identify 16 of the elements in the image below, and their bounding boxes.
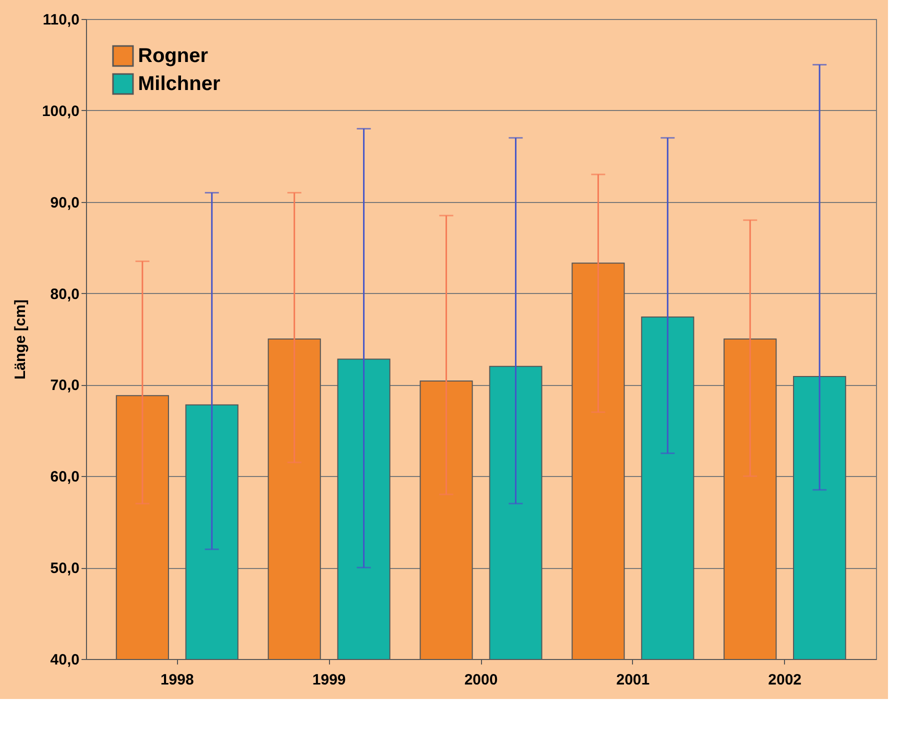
x-tick-label: 2000 [464, 672, 498, 688]
y-tick-label: 100,0 [42, 102, 80, 120]
y-axis-title: Länge [cm] [12, 299, 29, 380]
legend-label: Rogner [138, 45, 208, 67]
y-tick-label: 80,0 [50, 286, 80, 303]
y-tick-label: 70,0 [50, 377, 80, 394]
x-tick-label: 2002 [768, 672, 802, 688]
y-tick-label: 60,0 [50, 468, 80, 486]
y-tick-label: 90,0 [50, 194, 80, 212]
x-tick-label: 2001 [616, 672, 650, 688]
x-tick-label: 1999 [312, 672, 346, 688]
legend-label: Milchner [138, 73, 220, 95]
y-tick-label: 110,0 [42, 12, 80, 28]
y-tick-label: 50,0 [50, 560, 80, 578]
x-tick-label: 1998 [160, 672, 194, 688]
y-tick-label: 40,0 [50, 652, 80, 668]
